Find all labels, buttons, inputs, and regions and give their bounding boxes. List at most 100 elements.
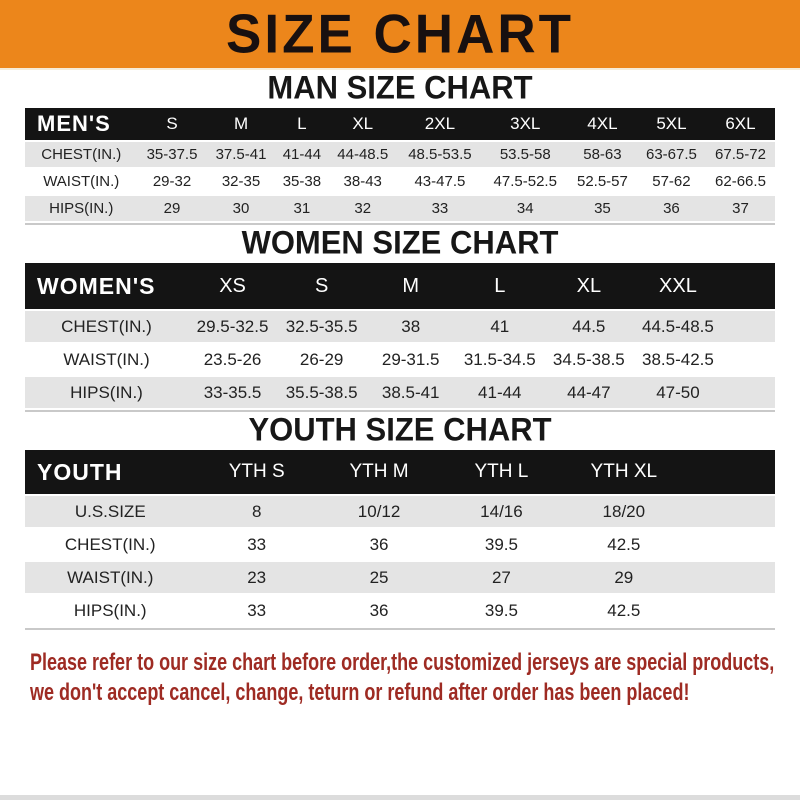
size-cell: 38.5-42.5 — [633, 344, 723, 375]
table-row: U.S.SIZE 8 10/12 14/16 18/20 — [25, 496, 775, 527]
size-column-header: 2XL — [397, 108, 483, 140]
men-header-row: MEN'S S M L XL 2XL 3XL 4XL 5XL 6XL — [25, 108, 775, 140]
size-cell: 36 — [636, 196, 706, 221]
spacer-cell — [685, 450, 775, 494]
table-row: CHEST(IN.) 35-37.5 37.5-41 41-44 44-48.5 48.5… — [25, 142, 775, 167]
size-cell: 44-47 — [544, 377, 634, 408]
size-cell: 33-35.5 — [188, 377, 278, 408]
size-cell: 35-37.5 — [137, 142, 207, 167]
size-cell: 38 — [366, 311, 456, 342]
size-cell: 63-67.5 — [636, 142, 706, 167]
size-cell: 36 — [317, 595, 441, 626]
row-label: WAIST(IN.) — [25, 562, 196, 593]
banner-title: SIZE CHART — [226, 3, 574, 65]
women-section-heading: WOMEN SIZE CHART — [241, 224, 559, 261]
size-column-header: 3XL — [482, 108, 568, 140]
disclaimer: Please refer to our size chart before or… — [30, 648, 800, 708]
size-column-header: XL — [544, 263, 634, 309]
size-cell: 34 — [482, 196, 568, 221]
size-column-header: XL — [328, 108, 398, 140]
size-column-header: YTH L — [440, 450, 563, 494]
spacer-cell — [685, 562, 775, 593]
table-row: WAIST(IN.) 23 25 27 29 — [25, 562, 775, 593]
size-cell: 36 — [317, 529, 441, 560]
size-cell: 29-31.5 — [366, 344, 456, 375]
table-row: CHEST(IN.) 33 36 39.5 42.5 — [25, 529, 775, 560]
table-row: HIPS(IN.) 29 30 31 32 33 34 35 36 37 — [25, 196, 775, 221]
size-cell: 10/12 — [317, 496, 441, 527]
size-column-header: S — [277, 263, 367, 309]
size-cell: 32 — [328, 196, 398, 221]
size-cell: 35 — [567, 196, 637, 221]
size-cell: 38-43 — [328, 169, 398, 194]
size-cell: 33 — [397, 196, 483, 221]
size-cell: 23 — [195, 562, 318, 593]
size-column-header: 6XL — [705, 108, 775, 140]
table-row: HIPS(IN.) 33-35.5 35.5-38.5 38.5-41 41-44 44-… — [25, 377, 775, 408]
size-cell: 53.5-58 — [482, 142, 568, 167]
spacer-cell — [722, 344, 775, 375]
size-cell: 58-63 — [567, 142, 637, 167]
row-label: CHEST(IN.) — [25, 529, 196, 560]
size-cell: 18/20 — [562, 496, 685, 527]
size-cell: 41 — [455, 311, 545, 342]
row-label: CHEST(IN.) — [25, 142, 138, 167]
table-corner-label: MEN'S — [25, 108, 138, 140]
size-cell: 29 — [562, 562, 685, 593]
size-column-header: YTH XL — [562, 450, 685, 494]
size-cell: 35.5-38.5 — [277, 377, 367, 408]
row-label: WAIST(IN.) — [25, 344, 188, 375]
size-column-header: YTH M — [317, 450, 441, 494]
banner: SIZE CHART — [0, 0, 800, 70]
size-column-header: 4XL — [567, 108, 637, 140]
size-cell: 30 — [206, 196, 276, 221]
size-cell: 32.5-35.5 — [277, 311, 367, 342]
spacer-cell — [685, 529, 775, 560]
row-label: U.S.SIZE — [25, 496, 196, 527]
row-label: HIPS(IN.) — [25, 377, 188, 408]
size-cell: 26-29 — [277, 344, 367, 375]
row-label: HIPS(IN.) — [25, 196, 138, 221]
spacer-cell — [685, 496, 775, 527]
size-column-header: XS — [188, 263, 278, 309]
size-cell: 39.5 — [440, 595, 563, 626]
size-column-header: M — [206, 108, 276, 140]
men-section-heading: MAN SIZE CHART — [267, 69, 533, 106]
size-column-header: XXL — [633, 263, 723, 309]
size-cell: 42.5 — [562, 595, 685, 626]
size-cell: 33 — [195, 595, 318, 626]
table-corner-label: YOUTH — [25, 450, 196, 494]
women-size-table: WOMEN'S XS S M L XL XXL CHEST(IN.) 29.5-32.5 32.… — [25, 261, 775, 410]
size-column-header: YTH S — [195, 450, 318, 494]
size-cell: 41-44 — [455, 377, 545, 408]
size-cell: 14/16 — [440, 496, 563, 527]
row-label: WAIST(IN.) — [25, 169, 138, 194]
table-row: CHEST(IN.) 29.5-32.5 32.5-35.5 38 41 44.5 44.5… — [25, 311, 775, 342]
men-size-table-wrap: MEN'S S M L XL 2XL 3XL 4XL 5XL 6XL CHEST(IN.) 35-3… — [25, 106, 775, 225]
bottom-edge-strip — [0, 795, 800, 800]
size-cell: 52.5-57 — [567, 169, 637, 194]
size-cell: 44.5 — [544, 311, 634, 342]
size-cell: 44.5-48.5 — [633, 311, 723, 342]
table-row: HIPS(IN.) 33 36 39.5 42.5 — [25, 595, 775, 626]
size-cell: 33 — [195, 529, 318, 560]
size-cell: 29-32 — [137, 169, 207, 194]
size-cell: 62-66.5 — [705, 169, 775, 194]
size-cell: 27 — [440, 562, 563, 593]
youth-section-heading: YOUTH SIZE CHART — [248, 411, 552, 448]
size-column-header: L — [455, 263, 545, 309]
size-cell: 41-44 — [275, 142, 329, 167]
size-column-header: S — [137, 108, 207, 140]
table-row: WAIST(IN.) 29-32 32-35 35-38 38-43 43-47.5 47.… — [25, 169, 775, 194]
row-label: CHEST(IN.) — [25, 311, 188, 342]
row-label: HIPS(IN.) — [25, 595, 196, 626]
size-cell: 39.5 — [440, 529, 563, 560]
size-cell: 37 — [705, 196, 775, 221]
size-cell: 8 — [195, 496, 318, 527]
size-cell: 42.5 — [562, 529, 685, 560]
spacer-cell — [722, 311, 775, 342]
spacer-cell — [722, 263, 775, 309]
size-cell: 67.5-72 — [705, 142, 775, 167]
size-cell: 29.5-32.5 — [188, 311, 278, 342]
